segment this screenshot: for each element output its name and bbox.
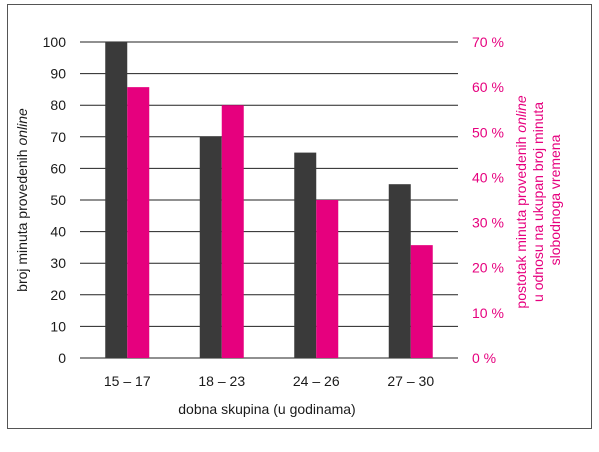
y2-axis-label-line3: slobodnoga vremena — [547, 134, 563, 265]
y2-tick-label: 70 % — [472, 34, 504, 50]
y-tick-label: 10 — [50, 318, 66, 334]
bar-percent — [127, 87, 150, 359]
y-tick-label: 0 — [58, 350, 66, 366]
y2-tick-label: 20 % — [472, 260, 504, 276]
bars — [105, 42, 433, 359]
x-tick-label: 15 – 17 — [104, 373, 151, 389]
y2-axis-label-line1: postotak minuta provedenih online — [513, 95, 529, 308]
bar-minutes — [294, 152, 317, 358]
bar-minutes — [199, 136, 222, 358]
y-tick-label: 100 — [43, 34, 67, 50]
x-axis-label: dobna skupina (u godinama) — [178, 401, 355, 417]
y2-axis-label: postotak minuta provedenih online u odno… — [513, 91, 563, 308]
y-tick-label: 90 — [50, 66, 66, 82]
y2-axis-label-line1-main: postotak minuta provedenih — [513, 133, 529, 309]
y-tick-label: 30 — [50, 255, 66, 271]
y-tick-label: 60 — [50, 160, 66, 176]
y2-tick-label: 0 % — [472, 350, 496, 366]
y-tick-label: 50 — [50, 192, 66, 208]
x-tick-label: 18 – 23 — [198, 373, 245, 389]
bar-percent — [221, 105, 244, 358]
bar-minutes — [105, 42, 128, 358]
y-axis-label: broj minuta provedenih online — [14, 108, 30, 292]
y-axis-ticks: 0 10 20 30 40 50 60 70 80 90 100 — [43, 34, 67, 366]
x-tick-label: 24 – 26 — [293, 373, 340, 389]
y2-axis-label-line2: u odnosu na ukupan broj minuta — [530, 102, 546, 302]
y-tick-label: 20 — [50, 287, 66, 303]
y-tick-label: 40 — [50, 224, 66, 240]
y-tick-label: 70 — [50, 129, 66, 145]
bar-percent — [410, 245, 433, 358]
y2-tick-label: 10 % — [472, 305, 504, 321]
y-axis-label-italic: online — [14, 108, 30, 146]
y2-tick-label: 40 % — [472, 169, 504, 185]
y2-tick-label: 50 % — [472, 124, 504, 140]
y2-axis-ticks: 0 % 10 % 20 % 30 % 40 % 50 % 60 % 70 % — [472, 34, 504, 366]
y-tick-label: 80 — [50, 97, 66, 113]
bar-minutes — [388, 184, 411, 358]
bar-percent — [316, 200, 339, 358]
y-axis-label-main: broj minuta provedenih — [14, 146, 30, 292]
y2-axis-label-line1-italic: online — [513, 95, 529, 133]
y2-tick-label: 30 % — [472, 215, 504, 231]
x-tick-label: 27 – 30 — [387, 373, 434, 389]
x-axis-ticks: 15 – 17 18 – 23 24 – 26 27 – 30 — [104, 373, 434, 389]
y2-tick-label: 60 % — [472, 79, 504, 95]
